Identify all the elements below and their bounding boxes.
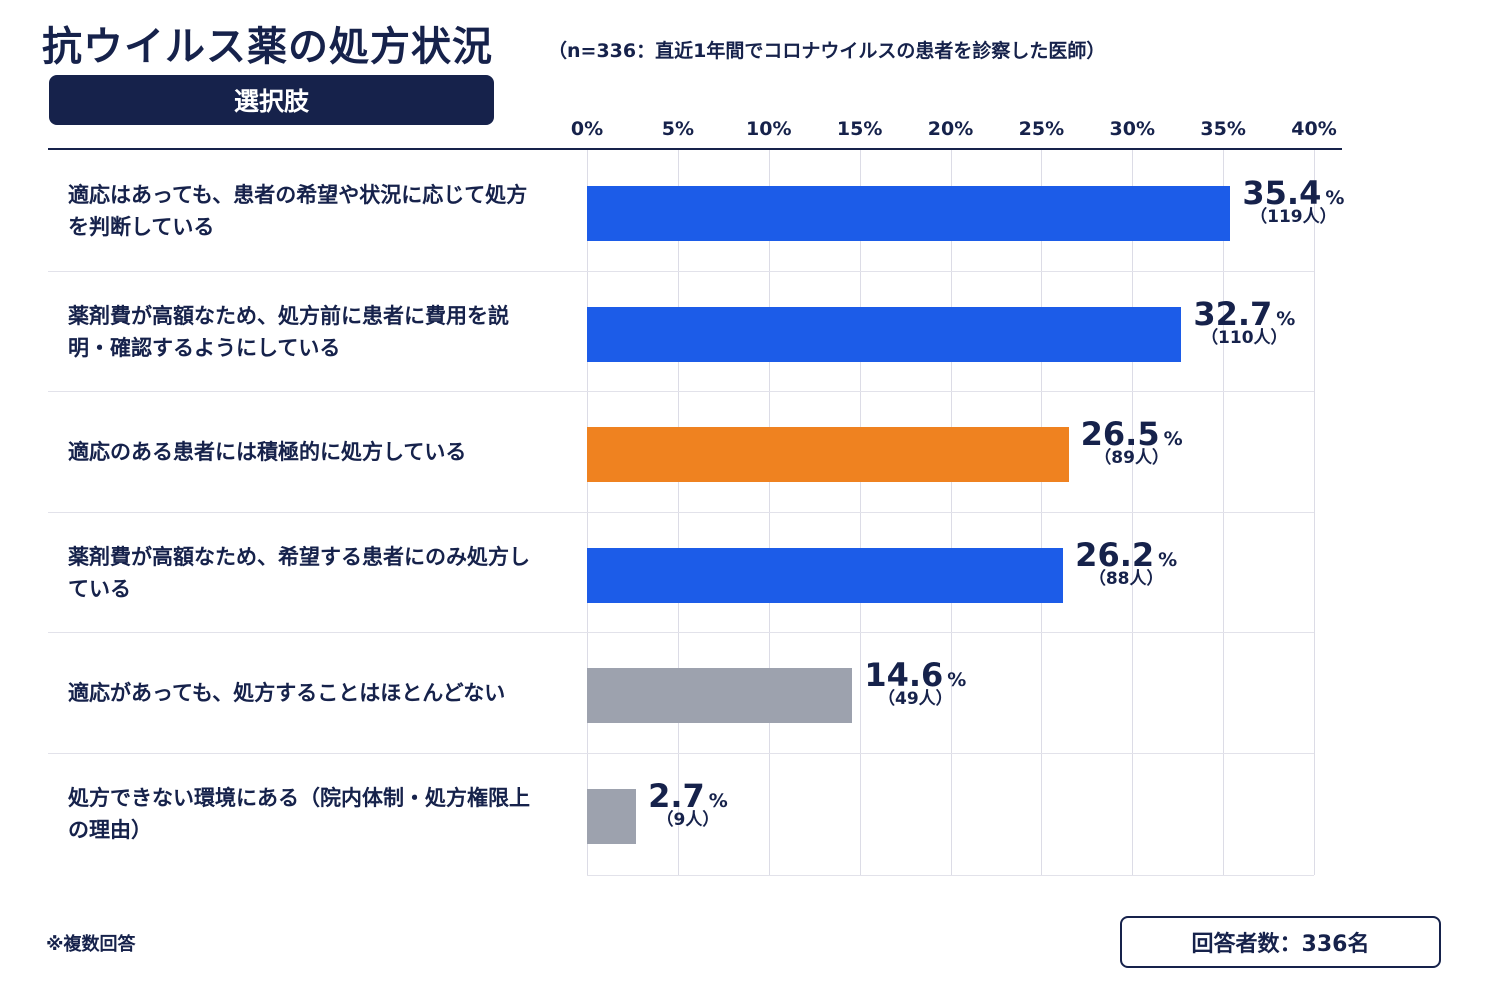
bar-value-label: 2.7% （9人） <box>648 779 728 829</box>
category-label: 適応はあっても、患者の希望や状況に応じて処方を判断している <box>68 182 528 239</box>
percent-unit: % <box>1163 428 1183 450</box>
x-tick-label: 15% <box>836 118 883 140</box>
percent-unit: % <box>1158 549 1178 571</box>
x-tick-label: 25% <box>1018 118 1065 140</box>
bar-value-label: 26.5% （89人） <box>1081 417 1183 467</box>
bar-count-label: （49人） <box>878 689 953 709</box>
bar-value-number: 14.6 <box>864 656 944 694</box>
x-tick-label: 35% <box>1200 118 1246 140</box>
x-tick-label: 5% <box>661 118 695 140</box>
category-label: 薬剤費が高額なため、処方前に患者に費用を説明・確認するようにしている <box>68 303 509 360</box>
x-axis-ticks: 0% 5% 10% 15% 20% 25% 30% 35% 40% <box>0 118 1485 146</box>
x-tick-label: 0% <box>570 118 604 140</box>
bar-count-label: （9人） <box>656 810 720 830</box>
bar <box>587 548 1064 603</box>
category-label: 適応があっても、処方することはほとんどない <box>68 680 506 705</box>
row-separator <box>48 271 1314 272</box>
bar <box>587 427 1069 482</box>
bar-value-label: 14.6% （49人） <box>864 658 966 708</box>
bar-value-number: 26.2 <box>1075 536 1155 574</box>
percent-unit: % <box>1276 308 1296 330</box>
bar-chart: 適応はあっても、患者の希望や状況に応じて処方を判断している 35.4% （119人）… <box>0 150 1485 876</box>
row-separator <box>48 512 1314 513</box>
percent-unit: % <box>1325 187 1345 209</box>
bar-value-number: 2.7 <box>648 777 705 815</box>
options-header: 選択肢 <box>49 75 494 125</box>
plot-bottom-line <box>587 875 1314 876</box>
row-separator <box>48 753 1314 754</box>
bar <box>587 789 637 844</box>
x-tick-label: 40% <box>1291 118 1337 140</box>
percent-unit: % <box>708 790 728 812</box>
x-tick-label: 30% <box>1109 118 1155 140</box>
respondents-count: 回答者数：336名 <box>1120 916 1441 968</box>
bar-count-label: （119人） <box>1250 207 1337 227</box>
row-separator <box>48 632 1314 633</box>
bar <box>587 668 853 723</box>
bar-value-label: 32.7% （110人） <box>1193 297 1295 347</box>
gridline <box>1314 150 1315 875</box>
row-separator <box>48 391 1314 392</box>
percent-unit: % <box>947 669 967 691</box>
header-divider <box>48 148 1342 150</box>
bar-value-number: 32.7 <box>1193 295 1273 333</box>
category-label: 適応のある患者には積極的に処方している <box>68 439 467 464</box>
bar-value-number: 26.5 <box>1080 415 1160 453</box>
chart-subtitle: （n=336：直近1年間でコロナウイルスの患者を診察した医師） <box>548 40 1106 62</box>
bar-count-label: （110人） <box>1201 328 1288 348</box>
bar-value-number: 35.4 <box>1242 174 1322 212</box>
category-label: 処方できない環境にある（院内体制・処方権限上の理由） <box>68 785 530 842</box>
x-tick-label: 10% <box>746 118 792 140</box>
bar-value-label: 26.2% （88人） <box>1075 538 1177 588</box>
x-tick-label: 20% <box>927 118 974 140</box>
chart-title: 抗ウイルス薬の処方状況 <box>42 24 493 70</box>
bar <box>587 186 1231 241</box>
bar <box>587 307 1182 362</box>
bar-count-label: （89人） <box>1094 448 1169 468</box>
footnote: ※複数回答 <box>46 934 136 955</box>
category-label: 薬剤費が高額なため、希望する患者にのみ処方している <box>68 544 530 601</box>
bar-count-label: （88人） <box>1088 569 1164 589</box>
bar-value-label: 35.4% （119人） <box>1242 176 1344 226</box>
